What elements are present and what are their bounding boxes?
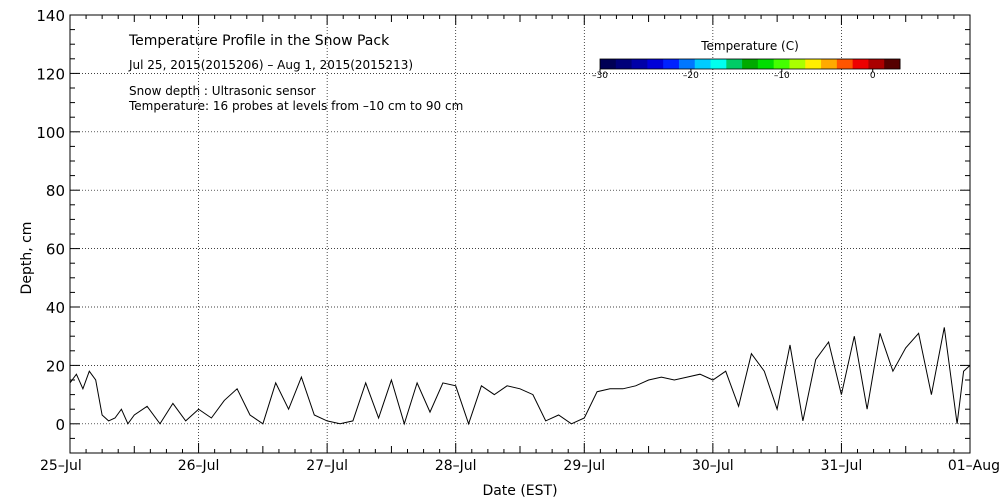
y-tick-label: 0 bbox=[55, 416, 65, 434]
y-tick-labels: 0 20 40 60 80 100 120 140 bbox=[36, 7, 65, 434]
x-tick-label: 28–Jul bbox=[435, 458, 477, 474]
y-tick-label: 100 bbox=[36, 124, 65, 142]
x-tick-label: 30–Jul bbox=[692, 458, 734, 474]
colorbar-segment bbox=[836, 59, 854, 69]
x-tick-label: 31–Jul bbox=[821, 458, 863, 474]
colorbar-segment bbox=[631, 59, 648, 69]
colorbar-segment bbox=[726, 59, 743, 69]
colorbar-segment bbox=[852, 59, 869, 69]
y-tick-label: 120 bbox=[36, 65, 65, 83]
colorbar-segment bbox=[615, 59, 633, 69]
x-tick-label: 25–Jul bbox=[40, 458, 82, 474]
colorbar-segment bbox=[678, 59, 696, 69]
colorbar-segment bbox=[600, 59, 617, 69]
colorbar-tick-label: 0 bbox=[870, 71, 876, 81]
y-tick-label: 60 bbox=[46, 241, 65, 259]
x-tick-label: 27–Jul bbox=[306, 458, 348, 474]
y-tick-label: 80 bbox=[46, 182, 65, 200]
colorbar-tick-label: –10 bbox=[774, 71, 790, 81]
colorbar-segment bbox=[694, 59, 712, 69]
colorbar-segment bbox=[805, 59, 822, 69]
colorbar-segment bbox=[757, 59, 775, 69]
series-layer bbox=[69, 327, 971, 426]
colorbar-segment bbox=[868, 59, 885, 69]
x-axis-label: Date (EST) bbox=[482, 483, 557, 499]
x-tick-label: 01–Aug bbox=[948, 458, 1000, 474]
colorbar-segment bbox=[789, 59, 806, 69]
colorbar-tick-label: –30 bbox=[592, 71, 608, 81]
plot-frame bbox=[69, 14, 971, 454]
y-tick-label: 140 bbox=[36, 7, 65, 25]
colorbar-tick-labels: –30 –20 –10 0 bbox=[592, 71, 876, 81]
colorbar-segment bbox=[710, 59, 727, 69]
colorbar-segment bbox=[647, 59, 664, 69]
colorbar-title: Temperature (C) bbox=[700, 39, 799, 53]
note-snow-depth: Snow depth : Ultrasonic sensor bbox=[129, 84, 316, 98]
y-axis-label: Depth, cm bbox=[19, 222, 35, 295]
colorbar-segment bbox=[663, 59, 680, 69]
x-tick-label: 26–Jul bbox=[178, 458, 220, 474]
colorbar-segment bbox=[773, 59, 790, 69]
colorbar-segment bbox=[742, 59, 759, 69]
chart-subtitle: Jul 25, 2015(2015206) – Aug 1, 2015(2015… bbox=[128, 58, 413, 72]
temperature-colorbar bbox=[599, 58, 901, 72]
chart-title: Temperature Profile in the Snow Pack bbox=[128, 33, 390, 49]
colorbar-tick-label: –20 bbox=[683, 71, 699, 81]
series-line-snow-depth bbox=[69, 327, 971, 426]
x-tick-label: 29–Jul bbox=[563, 458, 605, 474]
y-tick-label: 40 bbox=[46, 299, 65, 317]
colorbar-segment bbox=[821, 59, 838, 69]
colorbar-segment bbox=[884, 59, 901, 69]
x-tick-labels: 25–Jul 26–Jul 27–Jul 28–Jul 29–Jul 30–Jul 31–J… bbox=[40, 458, 1000, 474]
note-temperature-probes: Temperature: 16 probes at levels from –1… bbox=[128, 99, 463, 113]
colorbar-border bbox=[599, 58, 901, 70]
grid-lines bbox=[70, 15, 970, 453]
axis-ticks bbox=[69, 14, 971, 454]
y-tick-label: 20 bbox=[46, 357, 65, 375]
